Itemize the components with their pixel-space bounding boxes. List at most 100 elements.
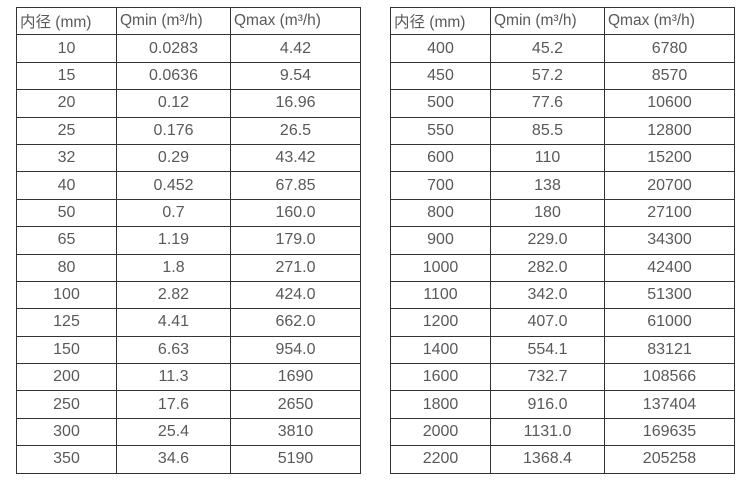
qmin-cell: 554.1: [490, 335, 605, 365]
inner-diameter-cell: 1400: [390, 335, 491, 365]
qmin-cell: 85.5: [490, 116, 605, 145]
qmax-cell: 61000: [604, 308, 735, 337]
table-row: 80 1.8 271.0: [16, 253, 361, 282]
qmax-cell: 271.0: [230, 253, 361, 282]
table-row: 100 2.82 424.0: [16, 280, 361, 310]
qmin-cell: 0.452: [116, 171, 231, 200]
inner-diameter-cell: 10: [16, 34, 117, 63]
qmin-cell: 0.0636: [116, 61, 231, 91]
table-row: 200 11.3 1690: [16, 363, 361, 392]
table-row: 20 0.12 16.96: [16, 89, 361, 118]
table-row: 50 0.7 160.0: [16, 198, 361, 228]
qmax-cell: 137404: [604, 390, 735, 419]
qmin-cell: 0.12: [116, 89, 231, 118]
inner-diameter-cell: 65: [16, 226, 117, 255]
table-row: 450 57.2 8570: [390, 61, 735, 91]
inner-diameter-cell: 40: [16, 171, 117, 200]
qmax-cell: 67.85: [230, 171, 361, 200]
inner-diameter-header: 内径 (mm): [390, 6, 491, 36]
qmin-cell: 1131.0: [490, 417, 605, 447]
qmin-header: Qmin (m³/h): [116, 6, 231, 36]
table-row: 400 45.2 6780: [390, 34, 735, 63]
inner-diameter-cell: 150: [16, 335, 117, 365]
inner-diameter-cell: 300: [16, 417, 117, 447]
inner-diameter-cell: 25: [16, 116, 117, 145]
qmax-cell: 954.0: [230, 335, 361, 365]
header-row: 内径 (mm) Qmin (m³/h) Qmax (m³/h): [16, 6, 361, 36]
table-row: 125 4.41 662.0: [16, 308, 361, 337]
qmax-cell: 179.0: [230, 226, 361, 255]
qmin-cell: 282.0: [490, 253, 605, 282]
inner-diameter-cell: 250: [16, 390, 117, 419]
table-row: 550 85.5 12800: [390, 116, 735, 145]
qmax-header: Qmax (m³/h): [604, 6, 735, 36]
table-row: 15 0.0636 9.54: [16, 61, 361, 91]
qmax-cell: 15200: [604, 143, 735, 173]
qmin-cell: 17.6: [116, 390, 231, 419]
inner-diameter-cell: 2000: [390, 417, 491, 447]
inner-diameter-cell: 600: [390, 143, 491, 173]
table-row: 32 0.29 43.42: [16, 143, 361, 173]
flow-range-table-small-diameters: 内径 (mm) Qmin (m³/h) Qmax (m³/h) 10 0.0283 4.…: [16, 6, 361, 474]
qmax-cell: 12800: [604, 116, 735, 145]
qmax-cell: 160.0: [230, 198, 361, 228]
qmin-cell: 1.8: [116, 253, 231, 282]
table-row: 150 6.63 954.0: [16, 335, 361, 365]
qmax-cell: 43.42: [230, 143, 361, 173]
qmin-cell: 407.0: [490, 308, 605, 337]
table-row: 500 77.6 10600: [390, 89, 735, 118]
qmax-cell: 424.0: [230, 280, 361, 310]
qmax-cell: 51300: [604, 280, 735, 310]
inner-diameter-cell: 1000: [390, 253, 491, 282]
qmax-cell: 108566: [604, 363, 735, 392]
qmin-cell: 1368.4: [490, 445, 605, 474]
inner-diameter-cell: 1800: [390, 390, 491, 419]
qmin-cell: 229.0: [490, 226, 605, 255]
inner-diameter-cell: 500: [390, 89, 491, 118]
qmin-cell: 45.2: [490, 34, 605, 63]
qmin-cell: 732.7: [490, 363, 605, 392]
qmin-cell: 342.0: [490, 280, 605, 310]
table-row: 800 180 27100: [390, 198, 735, 228]
inner-diameter-cell: 200: [16, 363, 117, 392]
inner-diameter-cell: 1200: [390, 308, 491, 337]
inner-diameter-cell: 2200: [390, 445, 491, 474]
qmax-cell: 4.42: [230, 34, 361, 63]
flow-range-table-large-diameters: 内径 (mm) Qmin (m³/h) Qmax (m³/h) 400 45.2 678…: [390, 6, 735, 474]
inner-diameter-header: 内径 (mm): [16, 6, 117, 36]
table-row: 10 0.0283 4.42: [16, 34, 361, 63]
qmin-cell: 6.63: [116, 335, 231, 365]
qmin-cell: 0.7: [116, 198, 231, 228]
qmin-cell: 916.0: [490, 390, 605, 419]
qmax-cell: 26.5: [230, 116, 361, 145]
table-row: 900 229.0 34300: [390, 226, 735, 255]
inner-diameter-cell: 1600: [390, 363, 491, 392]
qmin-cell: 138: [490, 171, 605, 200]
table-row: 300 25.4 3810: [16, 417, 361, 447]
qmax-cell: 27100: [604, 198, 735, 228]
table-header-row: 内径 (mm) Qmin (m³/h) Qmax (m³/h): [16, 6, 361, 36]
qmin-cell: 25.4: [116, 417, 231, 447]
header-row: 内径 (mm) Qmin (m³/h) Qmax (m³/h): [390, 6, 735, 36]
qmax-cell: 6780: [604, 34, 735, 63]
qmax-cell: 662.0: [230, 308, 361, 337]
table-row: 350 34.6 5190: [16, 445, 361, 474]
qmax-header: Qmax (m³/h): [230, 6, 361, 36]
table-row: 250 17.6 2650: [16, 390, 361, 419]
inner-diameter-cell: 15: [16, 61, 117, 91]
table-header-row: 内径 (mm) Qmin (m³/h) Qmax (m³/h): [390, 6, 735, 36]
table-row: 600 110 15200: [390, 143, 735, 173]
inner-diameter-cell: 550: [390, 116, 491, 145]
qmax-cell: 16.96: [230, 89, 361, 118]
table-row: 1600 732.7 108566: [390, 363, 735, 392]
qmax-cell: 9.54: [230, 61, 361, 91]
qmax-cell: 2650: [230, 390, 361, 419]
qmin-cell: 0.29: [116, 143, 231, 173]
qmin-cell: 110: [490, 143, 605, 173]
inner-diameter-cell: 100: [16, 280, 117, 310]
inner-diameter-cell: 800: [390, 198, 491, 228]
inner-diameter-cell: 900: [390, 226, 491, 255]
inner-diameter-cell: 400: [390, 34, 491, 63]
table-row: 1200 407.0 61000: [390, 308, 735, 337]
